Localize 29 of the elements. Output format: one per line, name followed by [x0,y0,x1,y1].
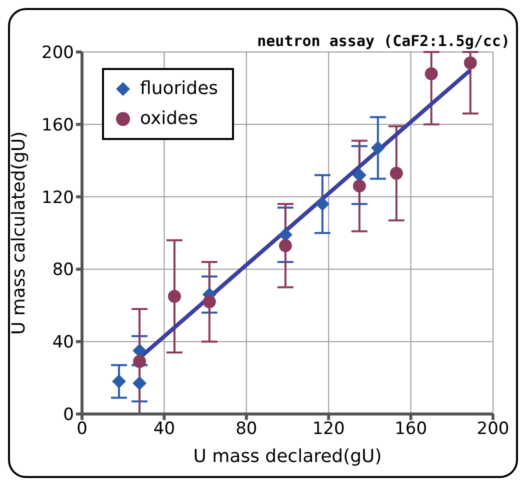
y-tick-label: 0 [63,405,74,426]
x-tick-label: 120 [312,419,345,440]
point [424,67,438,80]
y-tick-label: 120 [42,188,74,208]
x-tick-label: 200 [476,419,510,440]
y-tick-label: 40 [52,332,74,353]
point [133,355,146,368]
point [132,376,147,390]
y-axis-title: U mass calculated(gU) [8,131,30,335]
point [112,374,126,388]
point [370,140,385,155]
y-tick-label: 80 [52,260,74,280]
x-tick-label: 80 [236,419,258,440]
legend-label: oxides [140,107,198,131]
y-tick-label: 200 [42,43,74,64]
x-tick-label: 160 [394,419,428,440]
point [168,290,181,303]
point [278,239,292,252]
x-tick-label: 40 [153,419,176,440]
x-axis-title: U mass declared(gU) [193,446,382,467]
point [315,197,330,212]
point [352,179,366,192]
x-tick-label: 0 [76,419,88,440]
legend-label: fluorides [140,77,218,101]
chart-title: neutron assay (CaF2:1.5g/cc) [257,32,510,50]
point [202,295,216,308]
point [390,166,403,180]
point [464,56,477,70]
y-tick-label: 160 [42,115,74,136]
